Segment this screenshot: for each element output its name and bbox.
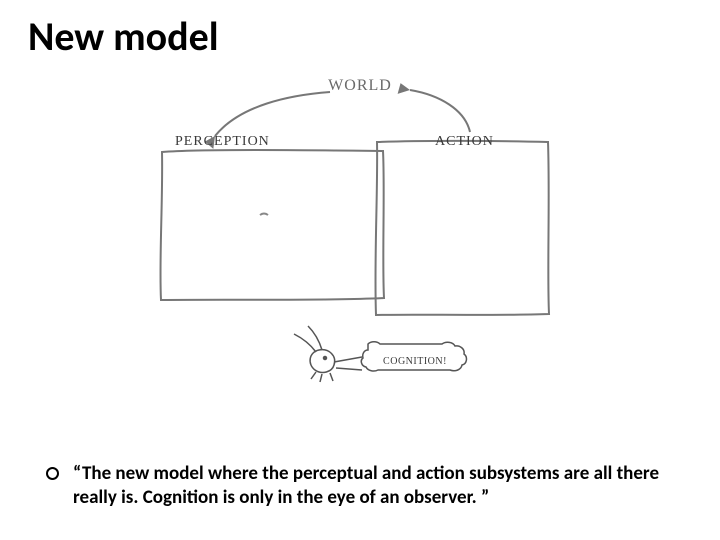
slide: New model WORLD PERCEPTION ACTION [0, 0, 720, 540]
bullet-text: “The new model where the perceptual and … [73, 462, 690, 510]
action-label: ACTION [435, 134, 494, 149]
arrowhead-world [398, 83, 411, 95]
model-diagram: WORLD PERCEPTION ACTION [120, 70, 600, 400]
observer-icon [294, 326, 362, 382]
diagram-svg: WORLD PERCEPTION ACTION [120, 70, 600, 400]
perception-box [160, 150, 384, 300]
smudge-icon [260, 214, 268, 216]
bullet-icon [46, 467, 59, 480]
cognition-bubble: COGNITION! [361, 342, 466, 371]
cognition-label: COGNITION! [383, 356, 447, 367]
bullet-item: “The new model where the perceptual and … [46, 462, 690, 510]
arrow-action-to-world [410, 90, 470, 132]
arrow-world-to-perception [215, 92, 330, 136]
world-label: WORLD [328, 77, 392, 94]
action-box [375, 141, 549, 315]
perception-label: PERCEPTION [175, 134, 270, 149]
slide-title: New model [28, 12, 219, 61]
